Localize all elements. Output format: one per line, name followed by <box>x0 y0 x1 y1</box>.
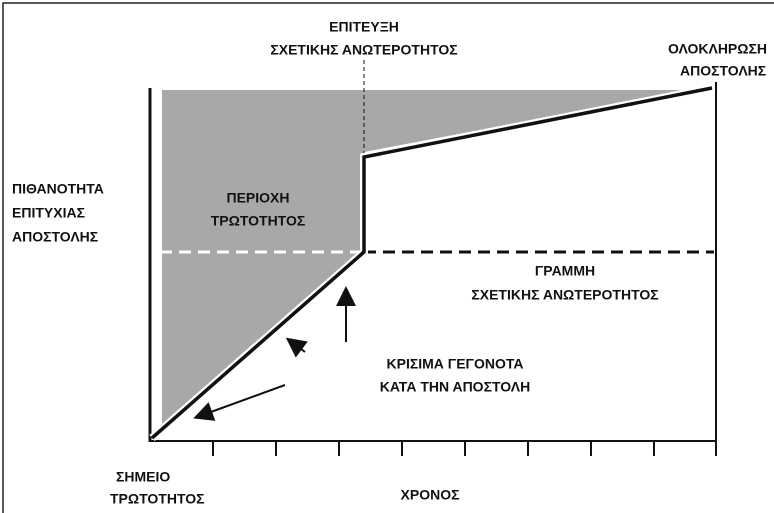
label: ΚΑΤΑ ΤΗΝ ΑΠΟΣΤΟΛΗ <box>380 379 531 395</box>
arrow <box>285 337 308 358</box>
label: ΤΡΩΤΟΤΗΤΟΣ <box>211 213 306 229</box>
label: ΕΠΙΤΥΧΙΑΣ <box>12 205 85 221</box>
label: ΠΙΘΑΝΟΤΗΤΑ <box>12 181 104 197</box>
label: ΕΠΙΤΕΥΞΗ <box>329 19 399 35</box>
label: ΣΧΕΤΙΚΗΣ ΑΝΩΤΕΡΟΤΗΤΟΣ <box>471 287 658 303</box>
label: ΠΕΡΙΟΧΗ <box>226 190 289 206</box>
label: ΣΧΕΤΙΚΗΣ ΑΝΩΤΕΡΟΤΗΤΟΣ <box>270 42 457 58</box>
x-ticks <box>212 441 717 456</box>
label: ΣΗΜΕΙΟ <box>116 469 170 485</box>
label: ΤΡΩΤΟΤΗΤΟΣ <box>110 491 205 507</box>
label: ΧΡΟΝΟΣ <box>401 487 460 503</box>
label: ΓΡΑΜΜΗ <box>535 263 595 279</box>
label: ΟΛΟΚΛΗΡΩΣΗ <box>668 41 767 57</box>
arrow <box>193 384 286 421</box>
vulnerability-area <box>162 90 690 428</box>
label: ΑΠΟΣΤΟΛΗΣ <box>12 229 98 245</box>
success-curve <box>150 86 713 440</box>
label: ΚΡΙΣΙΜΑ ΓΕΓΟΝΟΤΑ <box>387 356 524 372</box>
label: ΑΠΟΣΤΟΛΗΣ <box>680 63 766 79</box>
